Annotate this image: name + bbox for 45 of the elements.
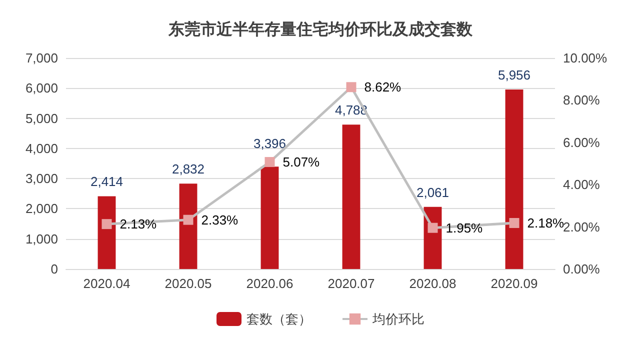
- y-tick-label: 1,000: [25, 231, 58, 246]
- y2-tick-label: 6.00%: [563, 134, 600, 150]
- y-tick-label: 0: [50, 262, 58, 276]
- x-tick-label: 2020.05: [164, 276, 212, 291]
- y-tick-label: 6,000: [25, 80, 58, 96]
- y-tick-label: 4,000: [25, 140, 58, 156]
- data-label: 8.62%: [364, 80, 402, 95]
- data-label: 3,396: [253, 136, 286, 152]
- y-tick-label: 2,000: [25, 201, 58, 216]
- data-label: 2.18%: [527, 216, 565, 230]
- legend-label: 均价环比: [372, 312, 424, 326]
- x-tick-label: 2020.07: [328, 276, 375, 291]
- point: [509, 218, 520, 228]
- x-tick-label: 2020.08: [409, 276, 456, 291]
- point: [102, 219, 112, 230]
- data-label: 1.95%: [446, 220, 484, 236]
- data-label: 2.13%: [120, 216, 158, 232]
- point: [428, 222, 438, 233]
- legend-label: 套数（套）: [246, 312, 312, 326]
- data-label: 5,956: [498, 67, 531, 82]
- y-tick-label: 3,000: [25, 171, 58, 186]
- data-label: 2,832: [172, 162, 205, 177]
- y2-tick-label: 0.00%: [563, 262, 600, 276]
- point: [264, 157, 275, 168]
- y2-tick-label: 10.00%: [563, 50, 608, 66]
- y-tick-label: 5,000: [25, 110, 58, 126]
- bar: [179, 184, 198, 269]
- bar: [505, 89, 524, 269]
- data-label: 2,061: [416, 184, 450, 200]
- y2-tick-label: 2.00%: [563, 219, 600, 234]
- x-tick-label: 2020.09: [490, 276, 538, 291]
- bar: [98, 196, 116, 269]
- bar: [342, 124, 360, 269]
- y2-tick-label: 4.00%: [563, 177, 600, 192]
- y2-tick-label: 8.00%: [563, 92, 600, 108]
- data-label: 5.07%: [282, 154, 320, 170]
- data-label: 2.33%: [201, 212, 239, 228]
- point: [183, 214, 194, 225]
- chart-title: 东莞市近半年存量住宅均价环比及成交套数: [168, 20, 474, 38]
- x-tick-label: 2020.04: [83, 276, 130, 291]
- x-tick-label: 2020.06: [246, 276, 294, 291]
- y-tick-label: 7,000: [25, 50, 58, 66]
- data-label: 2,414: [90, 174, 124, 190]
- point: [346, 82, 356, 92]
- bar: [260, 166, 279, 269]
